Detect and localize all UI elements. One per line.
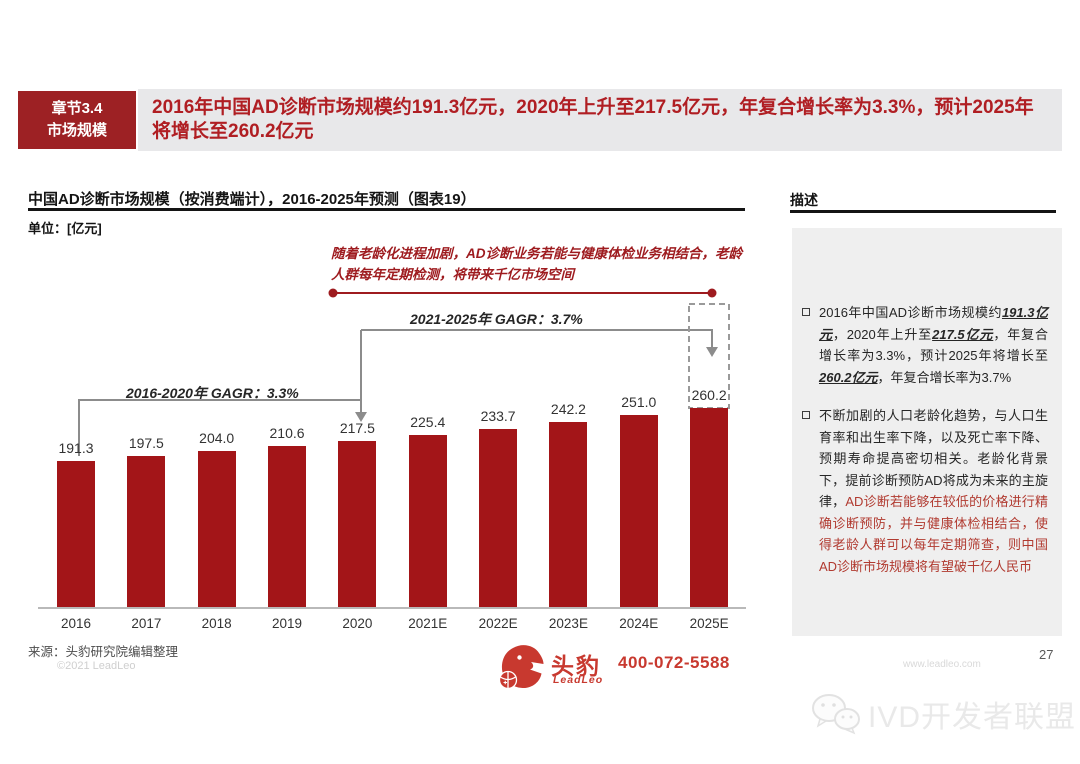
page-title: 2016年中国AD诊断市场规模约191.3亿元，2020年上升至217.5亿元，… bbox=[152, 97, 1034, 142]
bar-2025E bbox=[690, 408, 729, 608]
bar-value-label: 225.4 bbox=[410, 414, 446, 430]
x-axis-tick-label: 2018 bbox=[201, 616, 232, 631]
x-axis-tick-label: 2021E bbox=[408, 616, 448, 631]
header-banner: 2016年中国AD诊断市场规模约191.3亿元，2020年上升至217.5亿元，… bbox=[138, 89, 1062, 151]
x-axis-tick-label: 2020 bbox=[342, 616, 373, 631]
section-label: 章节3.4 市场规模 bbox=[18, 91, 136, 149]
bar-value-label: 251.0 bbox=[621, 394, 657, 410]
bar-value-label: 217.5 bbox=[339, 420, 375, 436]
logo-text-en: LeadLeo bbox=[553, 674, 604, 686]
source-note: 来源：头豹研究院编辑整理 bbox=[28, 645, 179, 659]
section-line2: 市场规模 bbox=[46, 122, 107, 139]
logo-text-cn: 头豹 bbox=[551, 653, 601, 679]
page-number: 27 bbox=[1039, 647, 1054, 662]
leadleo-leopard-logo-icon bbox=[498, 645, 544, 690]
bar-value-label: 204.0 bbox=[199, 430, 235, 446]
bar-2020 bbox=[338, 441, 377, 608]
description-panel: 2016年中国AD诊断市场规模约191.3亿元，2020年上升至217.5亿元，… bbox=[792, 228, 1062, 636]
bullet-square-icon bbox=[802, 308, 810, 316]
x-axis-line bbox=[38, 607, 746, 609]
chart-title: 中国AD诊断市场规模（按消费端计），2016-2025年预测（图表19） bbox=[28, 191, 476, 208]
description-heading: 描述 bbox=[790, 192, 818, 208]
contact-phone: 400-072-5588 bbox=[618, 653, 730, 672]
bar-value-label: 260.2 bbox=[691, 387, 727, 403]
watermark: IVD开发者联盟 bbox=[808, 692, 1076, 736]
x-axis-tick-label: 2023E bbox=[548, 616, 588, 631]
bar-2022E bbox=[479, 429, 518, 608]
bar-2024E bbox=[619, 415, 658, 608]
chart-annotation-note: 随着老龄化进程加剧，AD诊断业务若能与健康体检业务相结合，老龄人群每年定期检测，… bbox=[331, 246, 742, 282]
x-axis-tick-label: 2025E bbox=[689, 616, 729, 631]
wechat-icon bbox=[812, 694, 860, 735]
x-axis-tick-label: 2019 bbox=[272, 616, 303, 631]
description-bullet: 不断加剧的人口老龄化趋势，与人口生育率和出生率下降，以及死亡率下降、预期寿命提高… bbox=[802, 405, 1048, 577]
copyright-note: ©2021 LeadLeo bbox=[57, 660, 136, 672]
x-axis-tick-label: 2024E bbox=[619, 616, 659, 631]
bullet-square-icon bbox=[802, 411, 810, 419]
x-axis-tick-label: 2022E bbox=[478, 616, 518, 631]
bar-value-label: 210.6 bbox=[269, 425, 305, 441]
chart-title-rule bbox=[28, 208, 745, 211]
bar-value-label: 197.5 bbox=[128, 435, 164, 451]
section-line1: 章节3.4 bbox=[51, 100, 103, 117]
bar-value-label: 233.7 bbox=[480, 408, 516, 424]
bullet-text: 不断加剧的人口老龄化趋势，与人口生育率和出生率下降，以及死亡率下降、预期寿命提高… bbox=[819, 408, 1048, 574]
bullet-text: 2016年中国AD诊断市场规模约191.3亿元，2020年上升至217.5亿元，… bbox=[819, 305, 1048, 385]
website-url: www.leadleo.com bbox=[903, 659, 981, 670]
bar-2019 bbox=[268, 446, 307, 608]
bar-2021E bbox=[408, 435, 447, 608]
cagr-label-2021-2025: 2021-2025年 GAGR：3.7% bbox=[410, 311, 583, 327]
description-heading-rule bbox=[790, 210, 1056, 213]
bar-2016 bbox=[57, 461, 95, 608]
bar-2023E bbox=[549, 422, 588, 608]
watermark-text: IVD开发者联盟 bbox=[868, 701, 1077, 734]
cagr-label-2016-2020: 2016-2020年 GAGR：3.3% bbox=[126, 385, 299, 401]
bar-2017 bbox=[127, 456, 166, 608]
bar-value-label: 242.2 bbox=[550, 401, 586, 417]
unit-label: 单位：[亿元] bbox=[28, 221, 102, 236]
x-axis-tick-label: 2016 bbox=[60, 616, 92, 631]
x-axis-tick-label: 2017 bbox=[131, 616, 162, 631]
note-line-left-dot-icon bbox=[328, 288, 338, 298]
description-bullet: 2016年中国AD诊断市场规模约191.3亿元，2020年上升至217.5亿元，… bbox=[802, 302, 1048, 388]
arrow-down-icon bbox=[706, 347, 718, 357]
note-line-right-dot-icon bbox=[707, 288, 717, 298]
bar-2018 bbox=[197, 451, 236, 608]
bar-value-label: 191.3 bbox=[58, 440, 94, 456]
